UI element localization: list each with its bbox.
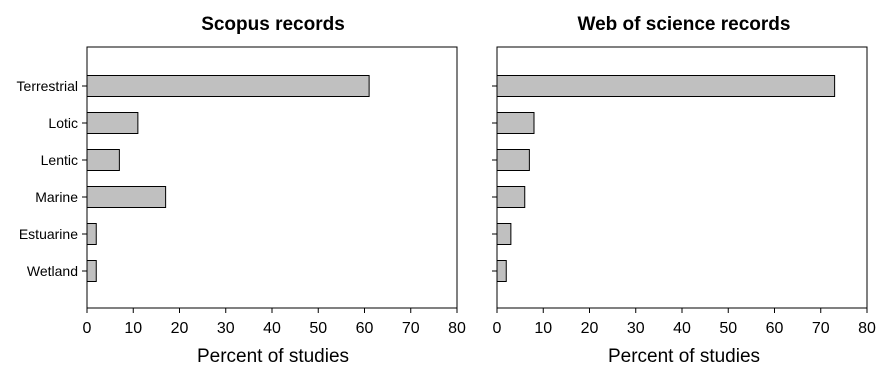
wos-x-tick-label: 70	[812, 320, 830, 337]
wos-x-tick-label: 30	[627, 320, 645, 337]
scopus-x-tick-label: 70	[402, 320, 420, 337]
scopus-bar-lotic	[86, 112, 139, 134]
scopus-bar-wetland	[86, 260, 97, 282]
wos-x-tick-label: 20	[581, 320, 599, 337]
scopus-category-label: Lotic	[48, 115, 78, 131]
scopus-x-tick-label: 10	[124, 320, 142, 337]
scopus-x-tick-label: 40	[263, 320, 281, 337]
wos-title: Web of science records	[578, 14, 791, 35]
wos-bar-estuarine	[496, 223, 512, 245]
wos-x-tick-label: 80	[858, 320, 876, 337]
scopus-x-tick-label: 60	[356, 320, 374, 337]
wos-x-tick-label: 50	[719, 320, 737, 337]
scopus-x-tick-label: 0	[83, 320, 92, 337]
scopus-title: Scopus records	[201, 14, 345, 35]
wos-x-tick-label: 40	[673, 320, 691, 337]
scopus-x-tick-label: 20	[171, 320, 189, 337]
scopus-bar-terrestrial	[86, 75, 370, 97]
scopus-x-tick-label: 50	[309, 320, 327, 337]
scopus-category-label: Wetland	[27, 263, 78, 279]
scopus-x-tick-label: 80	[448, 320, 466, 337]
scopus-category-label: Terrestrial	[17, 78, 78, 94]
wos-bar-lentic	[496, 149, 530, 171]
wos-x-axis-label: Percent of studies	[608, 346, 760, 366]
scopus-bar-estuarine	[86, 223, 97, 245]
scopus-category-label: Marine	[35, 189, 78, 205]
wos-bar-wetland	[496, 260, 507, 282]
scopus-panel: Scopus records Percent of studies Terres…	[17, 14, 466, 366]
web-of-science-panel: Web of science records Percent of studie…	[492, 14, 876, 366]
scopus-x-axis-label: Percent of studies	[197, 346, 349, 366]
scopus-category-label: Lentic	[41, 152, 78, 168]
scopus-category-label: Estuarine	[19, 226, 78, 242]
wos-bar-lotic	[496, 112, 535, 134]
wos-x-tick-label: 60	[766, 320, 784, 337]
wos-bar-marine	[496, 186, 526, 208]
wos-x-tick-label: 10	[534, 320, 552, 337]
scopus-bar-lentic	[86, 149, 120, 171]
wos-bar-terrestrial	[496, 75, 836, 97]
scopus-bar-marine	[86, 186, 167, 208]
scopus-x-tick-label: 30	[217, 320, 235, 337]
wos-x-tick-label: 0	[493, 320, 502, 337]
